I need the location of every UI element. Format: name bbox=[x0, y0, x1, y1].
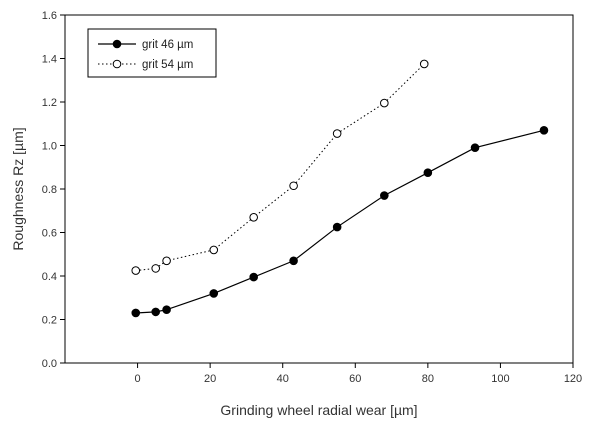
x-tick-label: 40 bbox=[277, 373, 289, 385]
x-axis: 0 20 40 60 80 100 120 bbox=[135, 363, 582, 385]
data-point bbox=[151, 264, 161, 273]
series-1 bbox=[131, 125, 549, 318]
x-tick-label: 60 bbox=[349, 373, 361, 385]
legend-marker bbox=[112, 39, 122, 49]
y-tick-label: 0.8 bbox=[42, 184, 57, 196]
data-point bbox=[249, 212, 258, 222]
series-layer bbox=[131, 59, 549, 318]
data-point bbox=[209, 245, 219, 255]
legend: grit 46 µm grit 54 µm bbox=[87, 28, 217, 78]
data-point bbox=[289, 256, 298, 266]
series-line bbox=[135, 63, 425, 272]
legend-items: grit 46 µm grit 54 µm bbox=[98, 39, 193, 71]
x-tick-label: 0 bbox=[135, 373, 141, 385]
data-point bbox=[162, 256, 171, 266]
data-point bbox=[249, 272, 258, 282]
data-point bbox=[539, 125, 549, 135]
legend-box bbox=[87, 28, 217, 78]
legend-label: grit 46 µm bbox=[142, 39, 193, 51]
data-point bbox=[162, 305, 171, 315]
y-tick-label: 1.4 bbox=[42, 54, 57, 66]
data-point bbox=[380, 191, 389, 200]
x-tick-label: 100 bbox=[491, 373, 509, 385]
data-point bbox=[151, 307, 161, 317]
y-tick-label: 1.0 bbox=[42, 141, 57, 153]
x-tick-label: 120 bbox=[564, 373, 582, 385]
y-tick-label: 0.4 bbox=[42, 271, 57, 283]
x-tick-label: 20 bbox=[204, 373, 216, 385]
y-tick-label: 1.2 bbox=[42, 97, 57, 109]
data-point bbox=[380, 98, 389, 108]
data-point bbox=[332, 129, 342, 138]
data-point bbox=[209, 289, 219, 298]
data-point bbox=[289, 181, 298, 191]
y-tick-label: 0.2 bbox=[42, 315, 57, 327]
data-point bbox=[470, 143, 480, 152]
x-axis-label: Grinding wheel radial wear [µm] bbox=[220, 402, 417, 418]
legend-marker bbox=[112, 59, 122, 69]
series-2 bbox=[131, 59, 429, 275]
legend-label: grit 54 µm bbox=[142, 59, 193, 71]
data-point bbox=[131, 308, 141, 318]
x-tick-label: 80 bbox=[422, 373, 434, 385]
series-line bbox=[135, 129, 545, 314]
y-tick-label: 0.6 bbox=[42, 228, 57, 240]
y-tick-label: 0.0 bbox=[42, 358, 57, 370]
data-point bbox=[423, 168, 433, 177]
y-axis-label: Roughness Rz [µm] bbox=[10, 127, 26, 250]
y-axis: 0.0 0.2 0.4 0.6 0.8 1.0 1.2 1.4 1.6 bbox=[42, 10, 65, 370]
data-point bbox=[332, 222, 342, 232]
legend-entry: grit 54 µm bbox=[98, 59, 193, 71]
data-point bbox=[131, 266, 141, 275]
y-tick-label: 1.6 bbox=[42, 10, 57, 22]
legend-entry: grit 46 µm bbox=[98, 39, 193, 51]
data-point bbox=[419, 59, 429, 69]
